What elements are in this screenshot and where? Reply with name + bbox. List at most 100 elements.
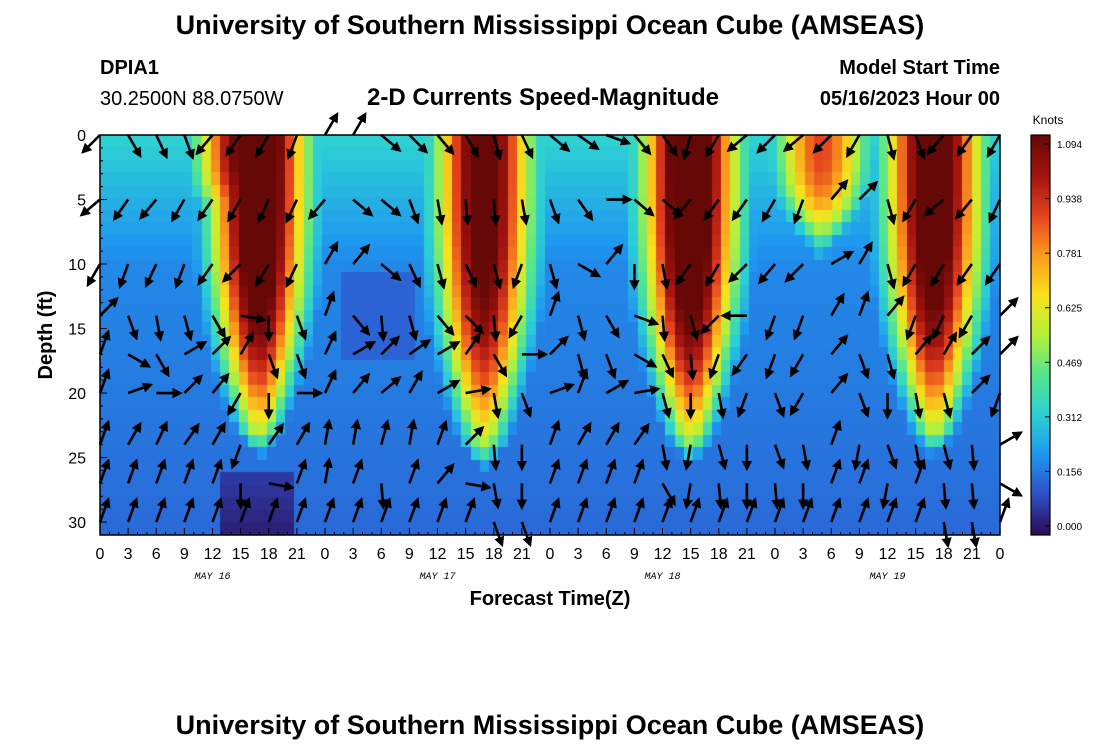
current-vector xyxy=(520,392,533,419)
colorbar-gradient xyxy=(1031,135,1050,535)
current-vector xyxy=(492,353,508,378)
current-vector xyxy=(155,420,168,446)
current-vector xyxy=(520,521,533,548)
current-vector xyxy=(285,263,299,289)
colorbar-frame xyxy=(1030,134,1051,536)
current-vector xyxy=(436,263,447,290)
current-vector xyxy=(658,315,670,343)
colorbar-tick-label: 0.312 xyxy=(1057,413,1082,424)
current-vector xyxy=(183,497,195,523)
current-vector xyxy=(183,315,194,342)
chart-subtitle: 2-D Currents Speed-Magnitude xyxy=(367,84,720,111)
current-vector xyxy=(830,292,845,317)
x-tick-label: 12 xyxy=(654,546,672,563)
current-vector xyxy=(756,134,776,154)
current-vector xyxy=(211,335,232,356)
current-vector xyxy=(323,368,337,394)
current-vector xyxy=(968,444,979,472)
current-vector xyxy=(195,134,214,156)
current-vector xyxy=(633,353,658,368)
current-vector xyxy=(268,481,295,492)
current-vector xyxy=(605,314,620,339)
x-axis-title: Forecast Time(Z) xyxy=(470,588,631,610)
current-vector xyxy=(286,134,299,160)
current-vector xyxy=(731,198,748,222)
current-vector xyxy=(380,497,392,523)
current-vector xyxy=(436,341,461,356)
current-vector xyxy=(464,332,481,356)
current-vector xyxy=(491,483,502,510)
colorbar-unit-label: Knots xyxy=(1033,113,1064,127)
current-vector xyxy=(492,263,503,290)
current-vector xyxy=(661,482,676,507)
current-vector xyxy=(221,263,242,283)
current-vector xyxy=(926,134,945,156)
y-tick-label: 15 xyxy=(68,322,86,339)
current-vector xyxy=(851,444,862,471)
current-vector xyxy=(323,111,339,136)
current-vector xyxy=(577,198,594,222)
current-vector xyxy=(183,341,208,356)
station-location: 30.2500N 88.0750W xyxy=(100,88,284,110)
current-vector xyxy=(682,444,693,471)
current-vector xyxy=(352,198,374,217)
current-vector xyxy=(858,180,879,201)
current-vector xyxy=(126,421,142,446)
current-vector xyxy=(267,497,280,523)
current-vector xyxy=(576,497,589,523)
current-vector xyxy=(126,458,139,484)
current-vector xyxy=(708,353,720,380)
current-vector xyxy=(576,421,592,446)
x-tick-label: 3 xyxy=(124,546,133,563)
current-vector xyxy=(98,497,111,523)
current-vector xyxy=(307,198,326,220)
current-vector xyxy=(633,134,652,156)
current-vector xyxy=(886,134,897,161)
current-vector xyxy=(285,198,299,224)
x-tick-label: 12 xyxy=(879,546,897,563)
current-vector xyxy=(492,134,503,161)
current-vector xyxy=(117,263,130,290)
current-vector xyxy=(520,134,534,160)
current-vector xyxy=(705,263,720,288)
x-tick-label: 21 xyxy=(738,546,756,563)
current-vector xyxy=(255,134,270,159)
current-vector xyxy=(139,198,158,220)
current-vector xyxy=(153,315,165,342)
current-vector xyxy=(380,198,402,217)
current-vector xyxy=(351,111,367,136)
y-tick-label: 25 xyxy=(68,451,86,468)
x-tick-label: 18 xyxy=(260,546,278,563)
current-vector xyxy=(81,134,101,154)
current-vector xyxy=(171,198,186,223)
current-vector xyxy=(605,497,617,523)
current-vector xyxy=(436,497,448,523)
current-vector xyxy=(858,290,870,317)
x-day-label: MAY 17 xyxy=(419,572,455,583)
current-vector xyxy=(932,315,945,340)
current-vector xyxy=(508,314,524,339)
current-vector xyxy=(984,263,1002,286)
current-vector xyxy=(127,382,154,395)
current-vector xyxy=(661,497,673,523)
current-vector xyxy=(830,419,842,446)
current-vector xyxy=(549,134,571,153)
current-vector xyxy=(257,198,270,224)
x-tick-label: 9 xyxy=(180,546,189,563)
current-vector xyxy=(197,198,214,222)
x-tick-label: 15 xyxy=(457,546,475,563)
current-vector xyxy=(98,368,111,394)
x-tick-label: 6 xyxy=(377,546,386,563)
current-vector xyxy=(98,458,111,484)
current-vector xyxy=(323,240,339,265)
current-vector xyxy=(970,335,991,356)
current-vector xyxy=(211,314,226,339)
current-vector xyxy=(464,314,485,335)
current-vector xyxy=(183,134,195,160)
current-vector xyxy=(98,419,111,446)
current-vector xyxy=(144,263,158,289)
current-vector xyxy=(408,370,423,394)
current-vector xyxy=(155,134,168,160)
current-vector xyxy=(703,198,720,222)
current-vector xyxy=(660,444,671,471)
